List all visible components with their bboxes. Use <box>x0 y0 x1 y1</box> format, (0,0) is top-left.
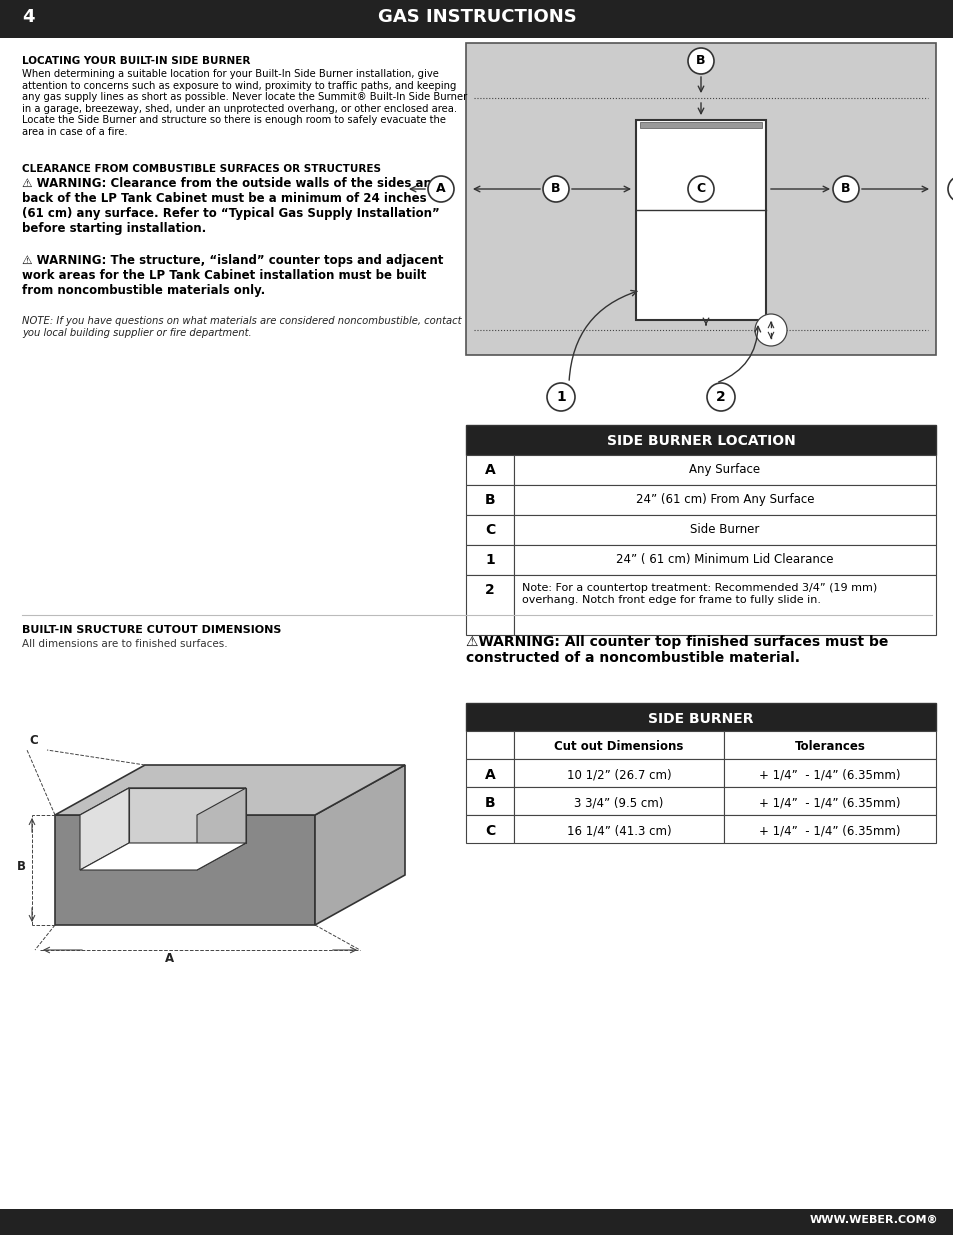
Bar <box>465 731 514 760</box>
Text: A: A <box>484 768 495 782</box>
Circle shape <box>542 177 568 203</box>
Text: 24” (61 cm) From Any Surface: 24” (61 cm) From Any Surface <box>635 493 814 506</box>
Bar <box>514 515 935 545</box>
Text: C: C <box>696 183 705 195</box>
Bar <box>514 485 935 515</box>
Text: GAS INSTRUCTIONS: GAS INSTRUCTIONS <box>377 7 576 26</box>
Bar <box>465 760 514 787</box>
Bar <box>465 454 514 485</box>
Polygon shape <box>80 788 246 815</box>
Text: 4: 4 <box>22 7 34 26</box>
Bar <box>514 545 935 576</box>
Bar <box>723 760 935 787</box>
Bar <box>639 122 761 128</box>
Text: Cut out Dimensions: Cut out Dimensions <box>554 740 683 753</box>
Text: 2: 2 <box>716 390 725 404</box>
Text: 1: 1 <box>485 553 495 567</box>
Text: C: C <box>484 522 495 537</box>
Circle shape <box>428 177 454 203</box>
Bar <box>465 43 935 354</box>
Bar <box>0 1209 953 1235</box>
Bar <box>514 760 723 787</box>
Text: Side Burner: Side Burner <box>690 522 759 536</box>
Bar <box>465 576 514 635</box>
Text: B: B <box>484 797 495 810</box>
Text: A: A <box>165 952 174 965</box>
Bar <box>465 515 514 545</box>
Polygon shape <box>196 788 246 869</box>
Circle shape <box>832 177 858 203</box>
Polygon shape <box>55 764 405 815</box>
Text: A: A <box>484 463 495 477</box>
Text: 1: 1 <box>556 390 565 404</box>
Text: B: B <box>696 54 705 68</box>
Text: BUILT-IN SRUCTURE CUTOUT DIMENSIONS: BUILT-IN SRUCTURE CUTOUT DIMENSIONS <box>22 625 281 635</box>
Text: 3 3/4” (9.5 cm): 3 3/4” (9.5 cm) <box>574 797 663 809</box>
Bar <box>465 815 514 844</box>
Text: B: B <box>841 183 850 195</box>
Circle shape <box>687 48 713 74</box>
Bar <box>636 120 765 320</box>
Text: ⚠ WARNING: Clearance from the outside walls of the sides and
back of the LP Tank: ⚠ WARNING: Clearance from the outside wa… <box>22 177 439 235</box>
Circle shape <box>947 177 953 203</box>
Circle shape <box>546 383 575 411</box>
Bar <box>723 815 935 844</box>
Text: SIDE BURNER: SIDE BURNER <box>648 713 753 726</box>
Text: NOTE: If you have questions on what materials are considered noncombustible, con: NOTE: If you have questions on what mate… <box>22 316 461 337</box>
Polygon shape <box>80 788 129 869</box>
Text: C: C <box>484 824 495 839</box>
Text: ⚠WARNING: All counter top finished surfaces must be
constructed of a noncombusti: ⚠WARNING: All counter top finished surfa… <box>465 635 887 666</box>
Bar <box>465 425 935 454</box>
Text: Tolerances: Tolerances <box>794 740 864 753</box>
Text: When determining a suitable location for your Built-In Side Burner installation,: When determining a suitable location for… <box>22 69 467 137</box>
Bar <box>465 787 514 815</box>
Text: ⚠ WARNING: The structure, “island” counter tops and adjacent
work areas for the : ⚠ WARNING: The structure, “island” count… <box>22 254 443 296</box>
Text: A: A <box>436 183 445 195</box>
Bar <box>465 485 514 515</box>
Circle shape <box>687 177 713 203</box>
Bar <box>465 703 935 731</box>
Text: SIDE BURNER LOCATION: SIDE BURNER LOCATION <box>606 433 795 448</box>
Circle shape <box>754 314 786 346</box>
Text: + 1/4”  - 1/4” (6.35mm): + 1/4” - 1/4” (6.35mm) <box>759 824 900 837</box>
Circle shape <box>706 383 734 411</box>
Polygon shape <box>314 764 405 925</box>
Text: 24” ( 61 cm) Minimum Lid Clearance: 24” ( 61 cm) Minimum Lid Clearance <box>616 553 833 566</box>
Text: + 1/4”  - 1/4” (6.35mm): + 1/4” - 1/4” (6.35mm) <box>759 797 900 809</box>
Text: 10 1/2” (26.7 cm): 10 1/2” (26.7 cm) <box>566 768 671 781</box>
Bar <box>723 787 935 815</box>
Text: 16 1/4” (41.3 cm): 16 1/4” (41.3 cm) <box>566 824 671 837</box>
Text: B: B <box>17 860 26 872</box>
Text: LOCATING YOUR BUILT-IN SIDE BURNER: LOCATING YOUR BUILT-IN SIDE BURNER <box>22 56 250 65</box>
Text: C: C <box>29 734 38 747</box>
Bar <box>514 576 935 635</box>
Text: Note: For a countertop treatment: Recommended 3/4” (19 mm)
overhang. Notch front: Note: For a countertop treatment: Recomm… <box>521 583 877 605</box>
Text: Any Surface: Any Surface <box>689 463 760 475</box>
Bar <box>514 731 723 760</box>
Bar <box>514 454 935 485</box>
Text: All dimensions are to finished surfaces.: All dimensions are to finished surfaces. <box>22 638 228 650</box>
Text: B: B <box>551 183 560 195</box>
Bar <box>723 731 935 760</box>
Text: B: B <box>484 493 495 508</box>
Polygon shape <box>55 815 314 925</box>
Text: + 1/4”  - 1/4” (6.35mm): + 1/4” - 1/4” (6.35mm) <box>759 768 900 781</box>
Bar <box>465 545 514 576</box>
Text: 2: 2 <box>485 583 495 597</box>
Polygon shape <box>80 844 246 869</box>
Text: WWW.WEBER.COM®: WWW.WEBER.COM® <box>808 1215 937 1225</box>
Bar <box>0 0 953 38</box>
Bar <box>514 787 723 815</box>
Bar <box>514 815 723 844</box>
Text: CLEARANCE FROM COMBUSTIBLE SURFACES OR STRUCTURES: CLEARANCE FROM COMBUSTIBLE SURFACES OR S… <box>22 164 380 174</box>
Polygon shape <box>129 788 246 844</box>
